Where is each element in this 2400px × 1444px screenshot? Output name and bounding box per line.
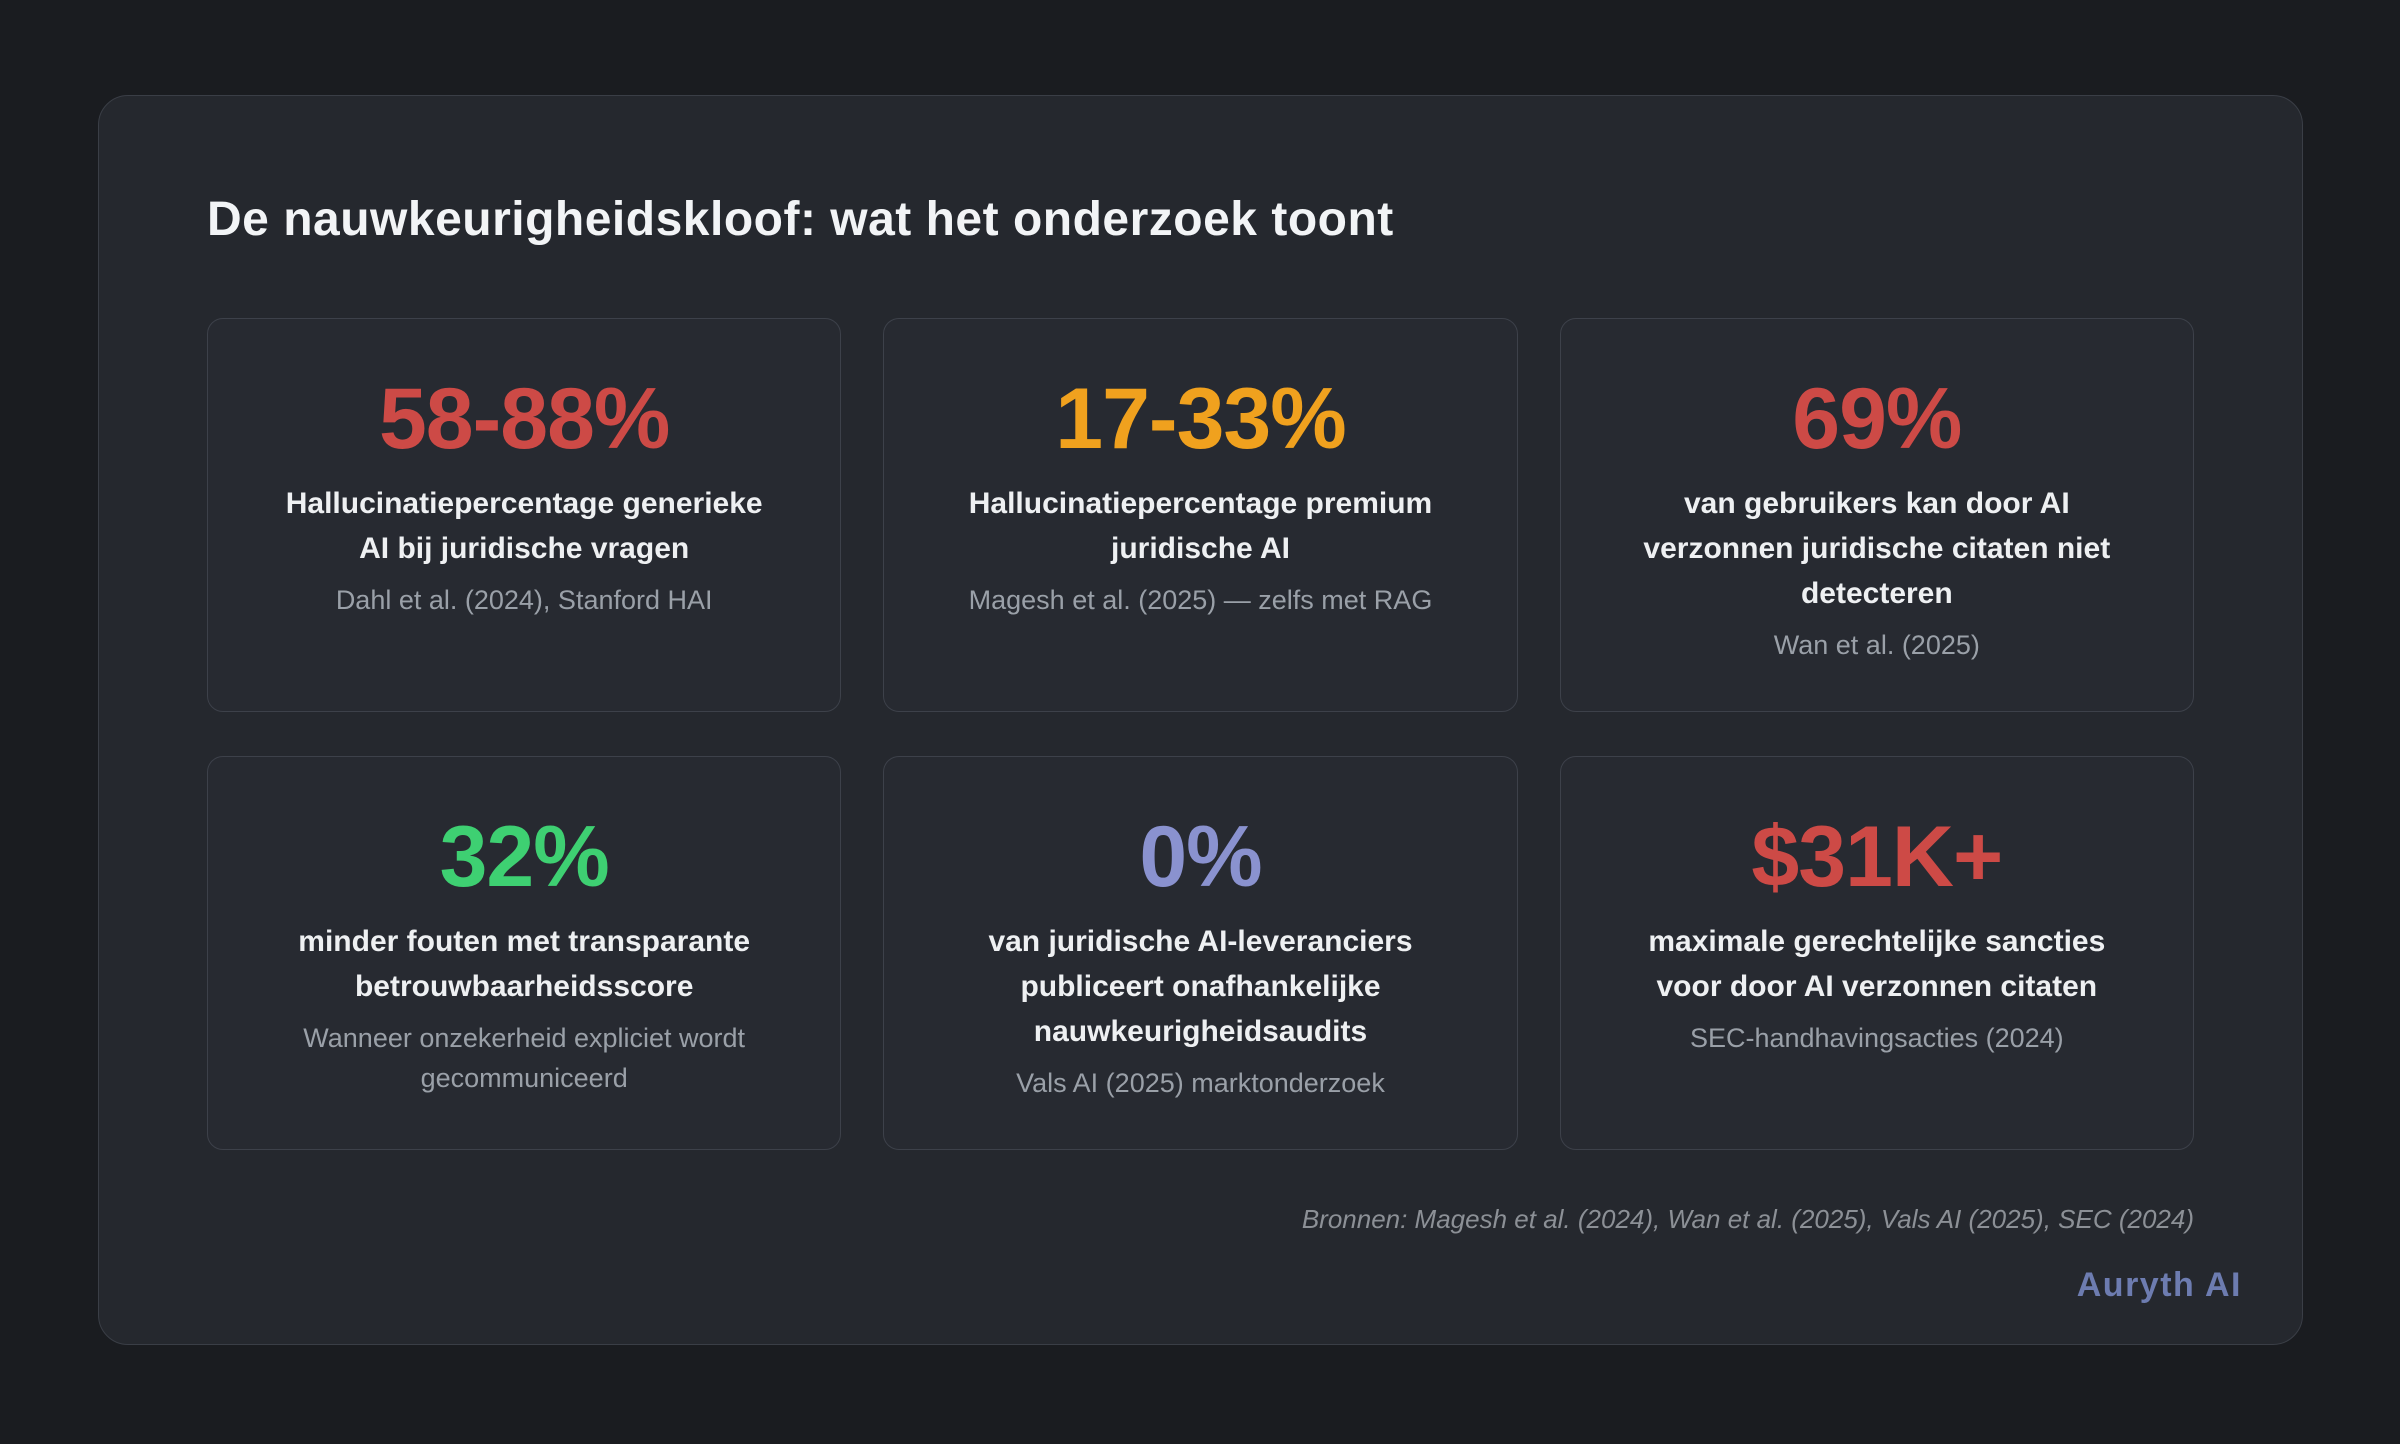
stat-card-vendor-audits: 0% van juridische AI-leveranciers public… [883,756,1518,1150]
stat-card-court-sanctions: $31K+ maximale gerechtelijke sancties vo… [1559,756,2194,1150]
slide-panel: De nauwkeurigheidskloof: wat het onderzo… [98,95,2303,1345]
stat-card-premium-ai-hallucination: 17-33% Hallucinatiepercentage premium ju… [883,318,1518,712]
stat-value: 0% [1139,809,1262,905]
stat-card-fewer-errors: 32% minder fouten met transparante betro… [207,756,842,1150]
stat-value: 32% [439,809,610,905]
stat-value: 58-88% [378,371,670,467]
stat-source: SEC-handhavingsacties (2024) [1689,1023,2064,1053]
brand-wordmark: Auryth AI [2076,1266,2242,1304]
stat-card-grid: 58-88% Hallucinatiepercentage generieke … [207,318,2194,1150]
stat-label: maximale gerechtelijke sancties voor doo… [1648,925,2106,1003]
stat-card-generic-ai-hallucination: 58-88% Hallucinatiepercentage generieke … [207,318,842,712]
stat-source: Wanneer onzekerheid expliciet wordt geco… [303,1023,746,1093]
stat-label: van gebruikers kan door AI verzonnen jur… [1643,487,2111,610]
stat-source: Wan et al. (2025) [1773,630,1980,660]
stat-label: van juridische AI-leveranciers publiceer… [988,925,1413,1048]
stat-value: 17-33% [1055,371,1346,467]
stat-source: Magesh et al. (2025) — zelfs met RAG [968,585,1433,615]
stat-label: Hallucinatiepercentage generieke AI bij … [285,487,763,565]
stat-source: Dahl et al. (2024), Stanford HAI [335,585,713,615]
stat-source: Vals AI (2025) marktonderzoek [1016,1068,1385,1098]
page-title: De nauwkeurigheidskloof: wat het onderzo… [207,193,1394,246]
stat-label: Hallucinatiepercentage premium juridisch… [968,487,1433,565]
stat-value: $31K+ [1751,809,2003,905]
stat-label: minder fouten met transparante betrouwba… [298,925,751,1003]
stat-value: 69% [1792,371,1962,467]
sources-note: Bronnen: Magesh et al. (2024), Wan et al… [1301,1204,2194,1234]
stat-card-users-detection: 69% van gebruikers kan door AI verzonnen… [1559,318,2194,712]
